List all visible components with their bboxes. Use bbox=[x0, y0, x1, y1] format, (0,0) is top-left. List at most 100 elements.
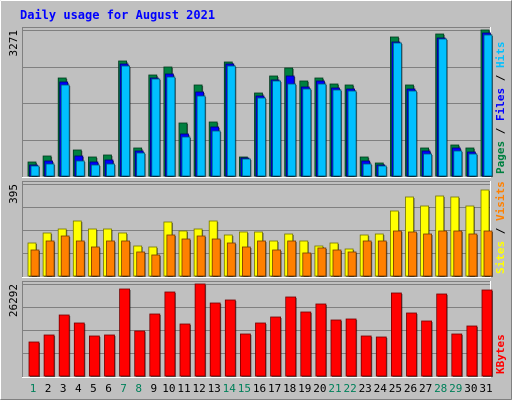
bar-face bbox=[151, 254, 161, 277]
day-label: 18 bbox=[283, 382, 296, 395]
bar-pages bbox=[136, 152, 146, 177]
day-label: 16 bbox=[253, 382, 266, 395]
bar-kbytes bbox=[406, 312, 418, 377]
bar-face bbox=[43, 334, 55, 377]
bar-face bbox=[317, 83, 327, 177]
bar-face bbox=[270, 316, 282, 377]
bar-face bbox=[362, 163, 372, 177]
bar-face bbox=[211, 238, 221, 277]
day-label: 19 bbox=[298, 382, 311, 395]
legend-entry-kbytes: KBytes bbox=[494, 334, 507, 374]
day-label: 4 bbox=[75, 382, 82, 395]
bar-pages bbox=[483, 34, 493, 177]
day-label: 15 bbox=[238, 382, 251, 395]
bar-kbytes bbox=[466, 325, 478, 377]
bar-pages bbox=[347, 90, 358, 177]
day-label: 20 bbox=[313, 382, 326, 395]
bar-sites bbox=[362, 240, 373, 277]
bar-face bbox=[481, 289, 493, 377]
bar-face bbox=[106, 163, 115, 177]
bar-kbytes bbox=[421, 320, 433, 377]
bar-face bbox=[272, 249, 282, 277]
day-label: 31 bbox=[479, 382, 492, 395]
bar-kbytes bbox=[209, 302, 222, 377]
bar-face bbox=[119, 288, 130, 377]
bar-sites bbox=[257, 240, 267, 277]
bar-face bbox=[302, 88, 312, 177]
bar-sites bbox=[272, 249, 282, 277]
day-label: 7 bbox=[120, 382, 127, 395]
bar-face bbox=[287, 240, 297, 277]
scale-label: 26292 bbox=[7, 284, 20, 317]
bar-face bbox=[272, 80, 282, 177]
bar-face bbox=[58, 314, 70, 377]
bar-kbytes bbox=[300, 311, 312, 377]
bar-face bbox=[257, 240, 266, 277]
bar-pages bbox=[272, 80, 282, 177]
bar-sites bbox=[30, 249, 40, 277]
bar-pages bbox=[332, 89, 342, 177]
bar-pages bbox=[377, 165, 388, 177]
bar-pages bbox=[362, 163, 373, 177]
bar-face bbox=[60, 235, 70, 277]
day-label: 25 bbox=[389, 382, 402, 395]
bar-face bbox=[285, 296, 297, 377]
bar-pages bbox=[392, 42, 403, 177]
bar-sites bbox=[408, 231, 418, 277]
bar-pages bbox=[106, 163, 116, 177]
bar-face bbox=[45, 163, 55, 177]
bar-face bbox=[91, 164, 100, 177]
bar-pages bbox=[166, 76, 176, 177]
bar-sites bbox=[468, 233, 478, 277]
bar-face bbox=[91, 246, 100, 277]
bar-face bbox=[483, 34, 493, 177]
bar-kbytes bbox=[315, 303, 327, 377]
day-label: 12 bbox=[192, 382, 205, 395]
bar-kbytes bbox=[164, 291, 176, 377]
bar-face bbox=[438, 230, 448, 277]
bar-face bbox=[453, 230, 463, 277]
bar-pages bbox=[302, 88, 312, 177]
day-label: 28 bbox=[434, 382, 447, 395]
bar-face bbox=[134, 330, 146, 377]
panel-visits-sites: 395 Sites / Visits bbox=[7, 181, 507, 278]
bar-sites bbox=[347, 251, 358, 277]
day-label: 9 bbox=[150, 382, 157, 395]
bar-kbytes bbox=[149, 313, 161, 377]
bar-kbytes bbox=[285, 296, 297, 377]
bar-sites bbox=[45, 240, 56, 277]
bar-pages bbox=[423, 153, 433, 177]
bar-face bbox=[149, 313, 161, 377]
bar-sites bbox=[438, 230, 448, 277]
panel-hits-files-pages: 3271 Pages / Files / Hits bbox=[7, 27, 507, 178]
bar-sites bbox=[317, 247, 327, 277]
bar-face bbox=[211, 130, 221, 177]
bar-face bbox=[239, 333, 251, 377]
bar-face bbox=[164, 291, 176, 377]
bar-face bbox=[196, 235, 206, 277]
bar-face bbox=[104, 334, 115, 377]
bar-pages bbox=[408, 90, 418, 177]
bar-face bbox=[315, 303, 327, 377]
bar-face bbox=[30, 165, 40, 177]
day-label: 3 bbox=[60, 382, 67, 395]
bar-face bbox=[408, 231, 417, 277]
bar-pages bbox=[468, 153, 478, 177]
bar-kbytes bbox=[239, 333, 252, 377]
day-label: 11 bbox=[177, 382, 190, 395]
bar-face bbox=[287, 83, 297, 177]
bar-kbytes bbox=[436, 293, 448, 377]
bar-face bbox=[181, 238, 191, 277]
bar-face bbox=[347, 251, 357, 277]
legend-separator: / bbox=[494, 121, 507, 141]
bar-face bbox=[179, 323, 191, 377]
bar-pages bbox=[91, 164, 101, 177]
bar-face bbox=[408, 90, 417, 177]
bar-sites bbox=[75, 240, 86, 277]
bar-face bbox=[466, 325, 478, 377]
bar-kbytes bbox=[28, 341, 40, 377]
bar-face bbox=[226, 65, 236, 177]
day-label: 29 bbox=[449, 382, 462, 395]
bar-face bbox=[226, 242, 236, 277]
